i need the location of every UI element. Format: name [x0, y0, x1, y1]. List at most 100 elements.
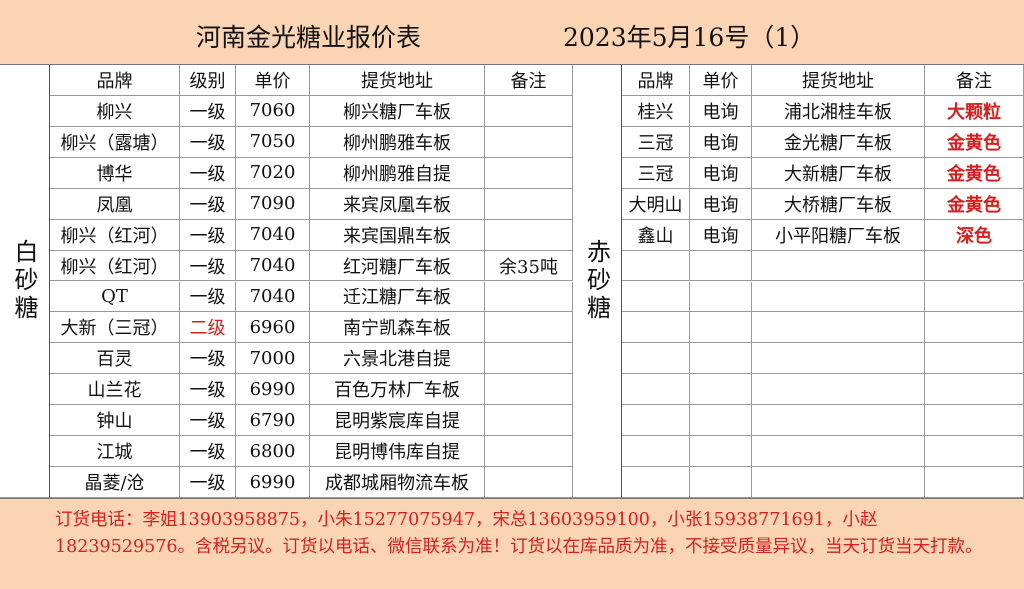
empty-cell — [622, 250, 690, 282]
table-cell: 成都城厢物流车板 — [310, 467, 485, 498]
table-cell: 江城 — [50, 436, 180, 468]
empty-cell — [752, 467, 925, 498]
table-cell: 电询 — [690, 219, 752, 251]
table-cell: 大颗粒 — [925, 95, 1024, 127]
empty-cell — [925, 467, 1024, 498]
table-cell: 一级 — [180, 250, 236, 282]
empty-cell — [690, 467, 752, 498]
table-cell: 一级 — [180, 467, 236, 498]
table-cell: 7040 — [236, 219, 310, 251]
column-header: 单价 — [236, 65, 310, 96]
table-cell: 金黄色 — [925, 188, 1024, 220]
table-cell: 柳兴（露塘） — [50, 126, 180, 158]
table-cell: 晶菱/沧 — [50, 467, 180, 498]
table-cell — [485, 219, 573, 251]
table-cell: 百色万林厂车板 — [310, 374, 485, 406]
empty-cell — [752, 343, 925, 375]
empty-cell — [752, 250, 925, 282]
table-cell: 小平阳糖厂车板 — [752, 219, 925, 251]
table-cell: 7040 — [236, 250, 310, 282]
empty-cell — [752, 374, 925, 406]
table-cell: 6790 — [236, 405, 310, 437]
table-cell: 6990 — [236, 467, 310, 498]
empty-cell — [925, 250, 1024, 282]
column-header: 单价 — [690, 65, 752, 96]
table-cell: 柳州鹏雅车板 — [310, 126, 485, 158]
empty-cell — [690, 281, 752, 313]
table-cell: 凤凰 — [50, 188, 180, 220]
table-cell — [485, 343, 573, 375]
table-cell: 金黄色 — [925, 157, 1024, 189]
empty-cell — [925, 312, 1024, 344]
empty-cell — [925, 405, 1024, 437]
empty-cell — [752, 436, 925, 468]
table-cell — [485, 188, 573, 220]
table-cell: 二级 — [180, 312, 236, 344]
table-cell: 6960 — [236, 312, 310, 344]
table-cell: 金黄色 — [925, 126, 1024, 158]
table-cell: 电询 — [690, 126, 752, 158]
table-cell: 7060 — [236, 95, 310, 127]
table-cell — [485, 281, 573, 313]
table-cell: 7040 — [236, 281, 310, 313]
table-cell: 来宾国鼎车板 — [310, 219, 485, 251]
table-cell — [485, 374, 573, 406]
date: 2023年5月16号（1） — [563, 23, 816, 52]
table-cell: 昆明紫宸库自提 — [310, 405, 485, 437]
table-cell: 柳州鹏雅自提 — [310, 157, 485, 189]
empty-cell — [622, 312, 690, 344]
table-cell: 百灵 — [50, 343, 180, 375]
table-cell: 电询 — [690, 157, 752, 189]
table-cell: 柳兴（红河） — [50, 250, 180, 282]
empty-cell — [752, 281, 925, 313]
empty-cell — [690, 405, 752, 437]
table-cell: 电询 — [690, 95, 752, 127]
table-cell — [485, 405, 573, 437]
table-cell: 一级 — [180, 343, 236, 375]
table-cell: 柳兴（红河） — [50, 219, 180, 251]
table-cell: 7020 — [236, 157, 310, 189]
empty-cell — [925, 281, 1024, 313]
table-cell: 柳兴糖厂车板 — [310, 95, 485, 127]
table-cell: 7090 — [236, 188, 310, 220]
table-cell: 一级 — [180, 157, 236, 189]
table-cell: 南宁凯森车板 — [310, 312, 485, 344]
table-cell: 来宾凤凰车板 — [310, 188, 485, 220]
table-cell — [485, 157, 573, 189]
empty-cell — [925, 343, 1024, 375]
table-cell: 一级 — [180, 281, 236, 313]
table-cell: 金光糖厂车板 — [752, 126, 925, 158]
empty-cell — [925, 436, 1024, 468]
empty-cell — [752, 405, 925, 437]
table-cell: 7000 — [236, 343, 310, 375]
table-cell: 六景北港自提 — [310, 343, 485, 375]
table-cell: 电询 — [690, 188, 752, 220]
column-header: 级别 — [180, 65, 236, 96]
table-cell: 6800 — [236, 436, 310, 468]
table-cell: 大新（三冠） — [50, 312, 180, 344]
column-header: 备注 — [485, 65, 573, 96]
footer: 订货电话：李姐13903958875，小朱15277075947，宋总13603… — [0, 498, 1024, 589]
table-cell: 博华 — [50, 157, 180, 189]
table-cell: 山兰花 — [50, 374, 180, 406]
table-cell: 6990 — [236, 374, 310, 406]
empty-cell — [622, 436, 690, 468]
title: 河南金光糖业报价表 — [196, 23, 422, 52]
empty-cell — [622, 374, 690, 406]
section-label: 赤砂糖 — [573, 65, 622, 498]
table-cell: 大明山 — [622, 188, 690, 220]
empty-cell — [622, 467, 690, 498]
table-cell: 浦北湘桂车板 — [752, 95, 925, 127]
column-header: 品牌 — [50, 65, 180, 96]
table-cell: 桂兴 — [622, 95, 690, 127]
empty-cell — [690, 312, 752, 344]
empty-cell — [690, 374, 752, 406]
table-cell: 迁江糖厂车板 — [310, 281, 485, 313]
empty-cell — [622, 405, 690, 437]
table-cell: 柳兴 — [50, 95, 180, 127]
table-cell: 一级 — [180, 374, 236, 406]
table-cell: 大新糖厂车板 — [752, 157, 925, 189]
table-cell: 余35吨 — [485, 250, 573, 282]
header: 河南金光糖业报价表 2023年5月16号（1） — [0, 0, 1024, 65]
